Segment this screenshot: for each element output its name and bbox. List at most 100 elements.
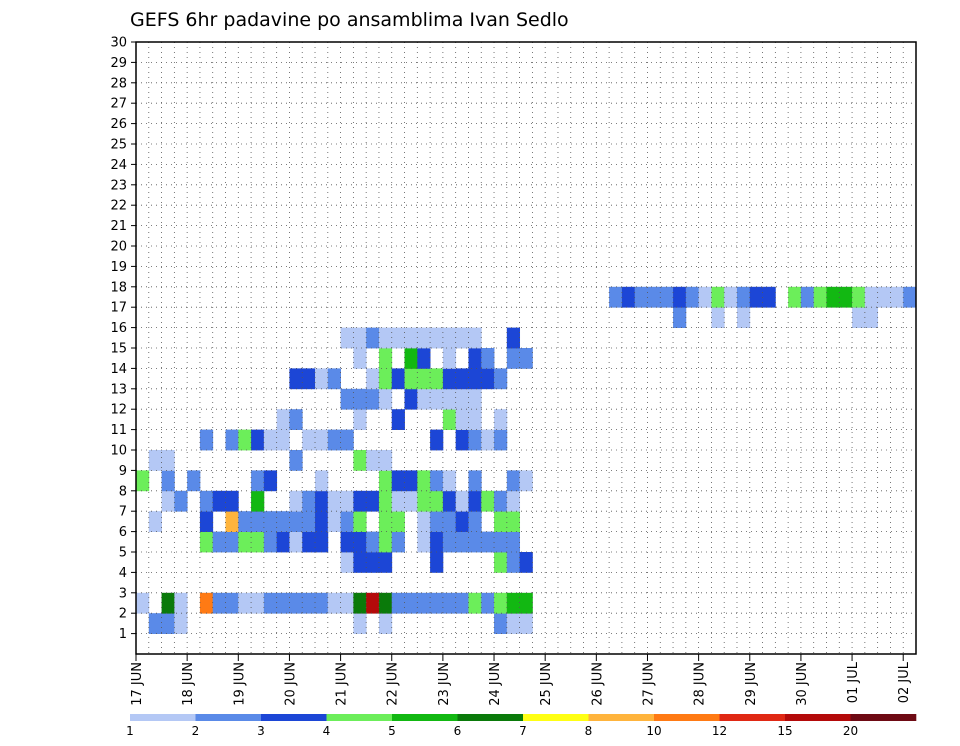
y-tick-label: 14 [110,362,127,377]
heatmap-cell [468,327,482,349]
heatmap-cell [353,552,367,573]
heatmap-cell [634,286,648,308]
heatmap-cell [442,409,457,430]
heatmap-cell [442,470,457,492]
heatmap-cell [442,327,457,349]
heatmap-cell [724,286,738,308]
y-tick-label: 23 [110,178,127,193]
heatmap-cell [673,286,687,308]
heatmap-cell [430,592,444,614]
heatmap-cell [494,511,508,532]
heatmap-cell [391,490,405,512]
heatmap-cell [455,388,469,410]
heatmap-cell [864,286,879,308]
heatmap-cell [263,511,278,532]
heatmap-cell [417,327,431,349]
heatmap-cell [468,388,482,410]
heatmap-cell [494,368,508,390]
heatmap-cell [378,450,393,471]
heatmap-cell [506,531,521,553]
heatmap-cell [442,490,457,512]
legend-label: 1 [126,724,134,738]
legend-label: 3 [257,724,265,738]
heatmap-cell [430,490,444,512]
heatmap-cell [506,511,521,532]
legend-label: 4 [323,724,331,738]
heatmap-cell [378,388,393,410]
heatmap-cell [442,511,457,532]
heatmap-cell [225,429,239,451]
legend-label: 7 [519,724,527,738]
heatmap-cell [378,490,393,512]
heatmap-cell [315,429,329,451]
heatmap-cell [161,450,175,471]
heatmap-cell [353,592,367,614]
heatmap-cell [736,286,751,308]
heatmap-cell [327,490,341,512]
heatmap-cell [468,348,482,369]
heatmap-cell [417,531,431,553]
heatmap-cell [455,429,469,451]
heatmap-cell [276,409,290,430]
heatmap-cell [327,368,341,390]
x-axis: 17 JUN 18 JUN 19 JUN 20 JUN 21 JUN 22 JUN 23 J… [130,654,912,706]
y-tick-label: 10 [110,444,127,459]
heatmap-cell [736,307,751,328]
heatmap-cell [468,429,482,451]
heatmap-cell [289,592,303,614]
heatmap-cell [251,490,265,512]
heatmap-cell [225,592,239,614]
heatmap-cell [251,592,265,614]
heatmap-cell [366,531,380,553]
heatmap-cell [749,286,763,308]
heatmap-cell [417,511,431,532]
heatmap-cell [378,511,393,532]
heatmap-cell [494,613,508,634]
heatmap-cell [506,348,521,369]
y-tick-label: 2 [119,607,127,622]
heatmap-cell [506,613,521,634]
heatmap-cell [340,327,354,349]
heatmap-cell [813,286,827,308]
y-tick-label: 29 [110,56,127,71]
legend-label: 2 [192,724,200,738]
heatmap-cell [430,327,444,349]
heatmap-cell [378,613,393,634]
heatmap-cell [353,327,367,349]
y-tick-label: 20 [110,240,127,255]
heatmap-cell [289,490,303,512]
heatmap-cell [800,286,815,308]
heatmap-cell [302,490,316,512]
legend-swatch [523,714,589,721]
heatmap-cell [161,490,175,512]
heatmap-cell [481,348,495,369]
heatmap-cell [353,450,367,471]
heatmap-cell [442,531,457,553]
x-tick-label: 17 JUN [130,662,145,706]
legend-label: 12 [712,724,727,738]
heatmap-cell [839,286,853,308]
heatmap-cell [417,592,431,614]
legend-swatch [261,714,327,721]
heatmap-cell [276,592,290,614]
y-tick-label: 22 [110,199,127,214]
heatmap-cell [391,327,405,349]
heatmap-cell [468,511,482,532]
y-tick-label: 5 [119,546,127,561]
heatmap-cell [378,368,393,390]
heatmap-cell [506,552,521,573]
legend-swatch [850,714,917,721]
heatmap-cell [404,470,418,492]
heatmap-cell [302,368,316,390]
heatmap-cell [404,592,418,614]
heatmap-cell [340,511,354,532]
heatmap-cell [442,368,457,390]
heatmap-cell [366,327,380,349]
heatmap-cell [788,286,802,308]
y-tick-label: 26 [110,117,127,132]
x-tick-label: 24 JUN [488,662,503,706]
heatmap-cell [289,368,303,390]
heatmap-cell [506,470,521,492]
heatmap-cell [864,307,879,328]
y-tick-label: 15 [110,342,127,357]
